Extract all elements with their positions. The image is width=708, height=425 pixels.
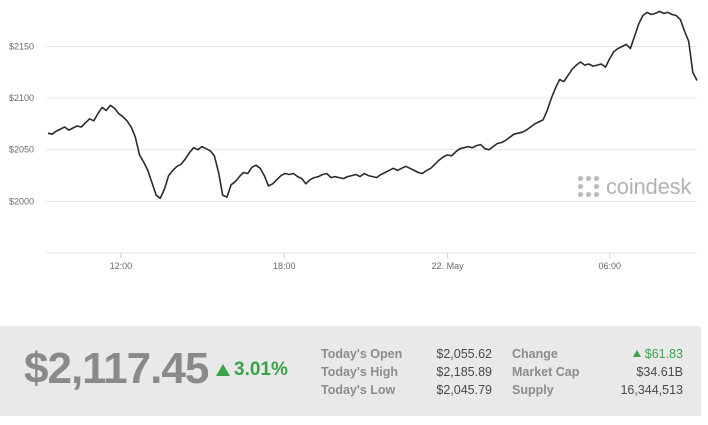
stat-value-change: $61.83 xyxy=(593,345,683,363)
coindesk-dots-icon xyxy=(578,176,600,198)
y-tick-label: $2000 xyxy=(9,196,34,206)
stats-left-labels: Today's Open Today's High Today's Low xyxy=(321,345,402,399)
small-up-arrow-icon xyxy=(632,350,641,357)
stat-label-low: Today's Low xyxy=(321,383,396,397)
stats-right-values: $61.83 $34.61B 16,344,513 xyxy=(593,345,683,399)
price-series-line xyxy=(47,10,698,200)
price-chart: $2000 $2050 $2100 $2150 12:00 18:00 22. May 06:… xyxy=(9,10,698,271)
price-ticker-panel: $2,117.45 3.01% Today's Open Today's Hig… xyxy=(0,326,701,416)
stat-value-high: $2,185.89 xyxy=(436,365,492,379)
x-tick-label: 18:00 xyxy=(273,261,296,271)
stat-label-market-cap: Market Cap xyxy=(512,365,580,379)
stat-label-high: Today's High xyxy=(321,365,399,379)
x-tick-label: 22. May xyxy=(432,261,465,271)
percent-change-value: 3.01% xyxy=(234,359,288,380)
coindesk-wordmark: coindesk xyxy=(606,174,692,199)
stat-value-market-cap: $34.61B xyxy=(636,365,683,379)
x-tick-label: 12:00 xyxy=(110,261,133,271)
stat-value-change-text: $61.83 xyxy=(644,347,683,361)
stats-left-values: $2,055.62 $2,185.89 $2,045.79 xyxy=(412,345,492,399)
up-arrow-icon xyxy=(216,364,230,376)
stat-label-supply: Supply xyxy=(512,383,554,397)
y-tick-label: $2100 xyxy=(9,93,34,103)
coindesk-watermark: coindesk xyxy=(578,174,691,200)
stat-label-change: Change xyxy=(512,347,558,361)
y-tick-label: $2050 xyxy=(9,145,34,155)
current-price: $2,117.45 xyxy=(24,344,209,393)
stat-value-low: $2,045.79 xyxy=(436,383,492,397)
stat-label-open: Today's Open xyxy=(321,347,403,361)
stats-right-labels: Change Market Cap Supply xyxy=(512,345,579,399)
stat-value-supply: 16,344,513 xyxy=(620,383,683,397)
x-tick-label: 06:00 xyxy=(599,261,622,271)
percent-change-badge: 3.01% xyxy=(216,359,288,381)
stat-value-open: $2,055.62 xyxy=(436,347,492,361)
y-tick-label: $2150 xyxy=(9,41,34,51)
